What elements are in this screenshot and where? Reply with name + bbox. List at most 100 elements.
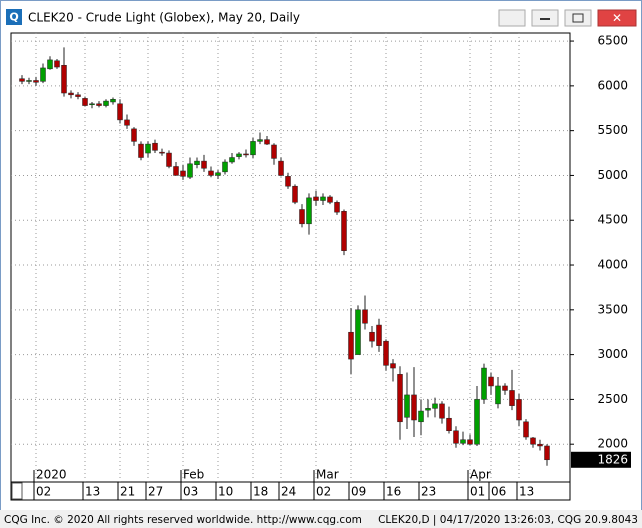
candle-body [544, 445, 550, 461]
y-tick-label: 4000 [597, 258, 628, 272]
candle-body [124, 119, 130, 126]
candle-body [243, 153, 249, 156]
y-tick-label: 6000 [597, 78, 628, 92]
candle-body [40, 67, 46, 82]
footer-left: CQG Inc. © 2020 All rights reserved worl… [4, 514, 362, 526]
x-tick-label: 23 [421, 485, 436, 499]
close-glyph: ✕ [612, 11, 622, 25]
candle-body [278, 160, 284, 176]
x-tick-label: 13 [85, 485, 100, 499]
candle-body [145, 143, 151, 154]
candle-body [362, 309, 368, 324]
footer-right: CLEK20,D | 04/17/2020 13:26:03, CQG 20.9… [378, 514, 638, 526]
x-tick-label: 03 [183, 485, 198, 499]
candle-body [229, 157, 235, 163]
candle-body [537, 443, 543, 447]
app-icon [6, 9, 22, 25]
candle-body [425, 408, 431, 411]
candle-body [530, 437, 536, 445]
candle-body [61, 65, 67, 94]
x-tick-label: 02 [36, 485, 51, 499]
candle-body [481, 367, 487, 400]
candle-body [131, 128, 137, 142]
candle-body [411, 394, 417, 421]
candle-body [432, 403, 438, 409]
candle-body [33, 80, 39, 83]
close-button[interactable] [597, 9, 637, 27]
candle-body [495, 385, 501, 405]
candle-body [509, 390, 515, 406]
x-tick-label: 01 [470, 485, 485, 499]
x-tick-label: 13 [519, 485, 534, 499]
app-icon-glyph: Q [9, 11, 18, 24]
candle-body [68, 92, 74, 96]
candle-body [299, 209, 305, 225]
candle-body [96, 103, 102, 106]
candle-body [26, 80, 32, 82]
maximize-button[interactable] [564, 9, 592, 27]
candle-body [103, 100, 109, 106]
candle-body [19, 78, 25, 82]
y-tick-label: 6500 [597, 34, 628, 48]
candle-body [320, 196, 326, 201]
candle-body [271, 144, 277, 159]
candle-body [152, 142, 158, 151]
candle-body [236, 153, 242, 157]
candle-body [348, 331, 354, 360]
candle-body [89, 103, 95, 106]
candle-body [383, 340, 389, 366]
plot-area [10, 32, 571, 483]
candle-body [47, 59, 53, 70]
candle-body [117, 103, 123, 121]
y-tick-label: 3000 [597, 347, 628, 361]
candle-body [82, 98, 88, 106]
candle-body [173, 166, 179, 176]
link-button[interactable] [498, 9, 526, 27]
candle-body [250, 141, 256, 156]
candle-body [523, 421, 529, 438]
last-price-box [571, 451, 631, 468]
x-tick-label: 16 [386, 485, 401, 499]
x-tick-label: 27 [148, 485, 163, 499]
candle-body [215, 172, 221, 176]
y-tick-label: 2500 [597, 392, 628, 406]
candle-body [306, 197, 312, 225]
candle-body [264, 139, 270, 145]
candle-body [194, 160, 200, 165]
candle-body [327, 196, 333, 203]
x-tick-label: 09 [351, 485, 366, 499]
y-tick-label: 5000 [597, 168, 628, 182]
scroll-handle[interactable] [11, 482, 23, 500]
candle-body [460, 439, 466, 444]
y-tick-label: 4500 [597, 213, 628, 227]
x-tick-label: 10 [218, 485, 233, 499]
candle-body [138, 143, 144, 158]
candle-body [467, 439, 473, 445]
x-tick-label: 18 [253, 485, 268, 499]
maximize-glyph [572, 13, 584, 23]
candle-body [75, 94, 81, 97]
candle-body [390, 363, 396, 369]
last-price-label: 1826 [597, 452, 628, 466]
candle-body [166, 152, 172, 167]
candle-body [341, 211, 347, 251]
candle-body [313, 196, 319, 201]
candle-body [334, 202, 340, 213]
x-tick-label: 24 [281, 485, 296, 499]
y-tick-label: 2000 [597, 437, 628, 451]
candle-body [187, 163, 193, 178]
month-label: Apr [470, 468, 491, 482]
status-bar [0, 510, 642, 528]
candle-body [180, 170, 186, 177]
candle-body [355, 309, 361, 355]
candle-body [418, 410, 424, 423]
candle-body [201, 160, 207, 169]
month-label: Mar [316, 468, 339, 482]
window-title: CLEK20 - Crude Light (Globex), May 20, D… [28, 11, 300, 25]
candle-body [292, 185, 298, 203]
y-tick-label: 5500 [597, 123, 628, 137]
candle-body [474, 399, 480, 445]
x-tick-label: 21 [120, 485, 135, 499]
candle-body [397, 374, 403, 423]
date-axis [10, 481, 571, 501]
